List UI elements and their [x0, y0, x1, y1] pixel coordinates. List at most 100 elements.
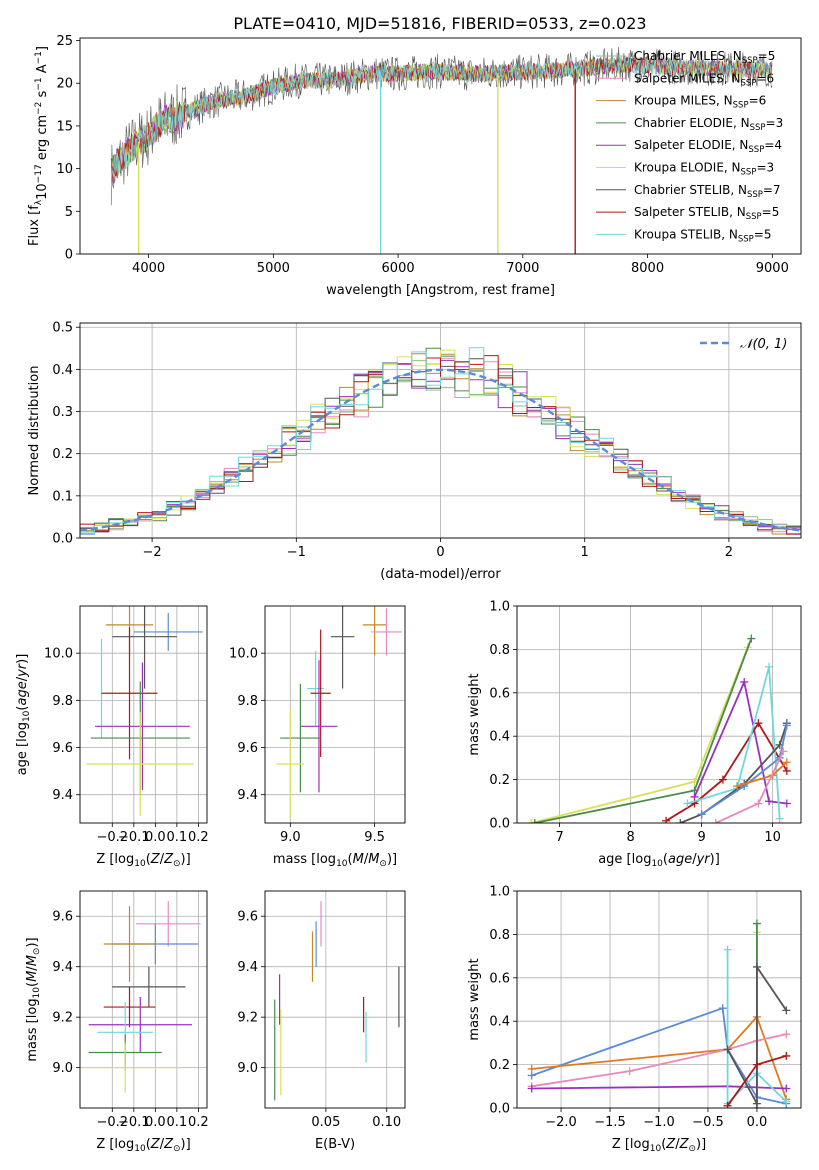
series-marker [697, 810, 706, 819]
x-tick-label: 0.2 [188, 1115, 209, 1130]
legend-label: Salpeter ELODIE, NSSP=4 [634, 138, 782, 155]
label-part: Z [log [96, 1137, 134, 1152]
axes-frame [516, 605, 802, 824]
label-part: ( [348, 852, 353, 867]
label-part: / [692, 852, 697, 867]
x-axis-label: wavelength [Angstrom, rest frame] [326, 283, 555, 298]
legend-tail: =7 [763, 183, 781, 197]
label-part: Z [log [612, 1137, 650, 1152]
y-tick-label: 20 [56, 77, 73, 92]
axes-frame [79, 322, 802, 539]
y-tick-label: 0.0 [52, 532, 73, 547]
x-tick-label: 0.0 [747, 1115, 768, 1130]
label-part: ⊙ [379, 859, 387, 869]
label-part: ( [663, 852, 668, 867]
label-part: mass [log [25, 998, 40, 1061]
x-tick-label: −0.2 [96, 830, 128, 845]
label-part: )] [710, 852, 720, 867]
y-tick-label: 0.2 [52, 447, 73, 462]
label-part: 10 [134, 1144, 146, 1154]
x-tick-label: 0.0 [145, 1115, 166, 1130]
y-tick-label: 0.5 [52, 321, 73, 336]
axes-frame [516, 890, 802, 1109]
series-marker [782, 1097, 791, 1106]
y-tick-label: 9.0 [237, 1061, 258, 1076]
label-part: Flux [f [27, 205, 42, 246]
y-tick-label: 10.0 [229, 647, 258, 662]
label-part: ] [35, 46, 50, 51]
y-tick-label: 0.4 [489, 730, 510, 745]
series-marker [754, 799, 763, 808]
x-axis-label: age [log10(age/yr)] [598, 852, 720, 869]
label-part: mass [log [273, 852, 336, 867]
y-tick-label: 1.0 [489, 600, 510, 615]
legend-tail: =5 [758, 49, 776, 63]
series-marker [779, 747, 788, 756]
label-part: Z [679, 1137, 690, 1152]
x-tick-label: 4000 [132, 261, 165, 276]
x-tick-label: 7 [555, 830, 563, 845]
legend-sub: SSP [741, 168, 757, 178]
x-tick-label: −1.0 [643, 1115, 675, 1130]
label-part: ⊙ [688, 1144, 696, 1154]
mass-weight-vs-Z-panel: −2.0 −1.5 −1.0 −0.5 0.0 0.0 0.2 0.4 0.6 0.8 1.0 Z [… [467, 885, 802, 1154]
x-axis-label: Z [log10(Z/Z⊙)] [612, 1137, 706, 1154]
label-part: age [668, 852, 692, 867]
histogram-step [80, 347, 801, 537]
legend-sub: SSP [738, 234, 754, 244]
y-tick-label: 5 [65, 205, 73, 220]
legend-tail: =6 [749, 94, 767, 108]
figure-title: PLATE=0410, MJD=51816, FIBERID=0533, z=0… [233, 14, 646, 33]
y-tick-label: 0.2 [489, 773, 510, 788]
y-tick-label: 0.8 [489, 643, 510, 658]
label-part: ( [25, 982, 40, 987]
label-part: ( [146, 852, 151, 867]
x-tick-label: −0.1 [118, 830, 150, 845]
legend-text: Kroupa ELODIE, N [634, 161, 741, 175]
series-marker [754, 719, 763, 728]
label-part: mass weight [467, 673, 482, 755]
x-tick-label: −1.5 [594, 1115, 626, 1130]
y-axis-label: mass weight [467, 673, 482, 755]
label-part: Normed distribution [27, 366, 42, 496]
series-marker [683, 799, 692, 808]
axes-frame [79, 605, 208, 824]
label-part: E(B-V) [315, 1137, 355, 1152]
series-marker [752, 1060, 761, 1069]
x-tick-label: 6000 [382, 261, 415, 276]
legend-text: Chabrier STELIB, N [634, 183, 747, 197]
legend-sub: SSP [747, 190, 763, 200]
y-tick-label: 0.2 [489, 1058, 510, 1073]
y-axis-label: Flux [fλ10−17 erg cm−2 s−1 A−1] [27, 46, 50, 246]
y-tick-label: 0.0 [489, 1102, 510, 1117]
series-marker [723, 1045, 732, 1054]
series-line [687, 666, 781, 819]
x-tick-label: −0.2 [96, 1115, 128, 1130]
x-tick-label: 0.10 [372, 1115, 401, 1130]
x-tick-label: 9.0 [280, 830, 301, 845]
series-marker [752, 962, 761, 971]
label-part: ⊙ [32, 948, 42, 956]
label-part: M [25, 955, 40, 966]
series-marker [530, 819, 539, 823]
label-part: / [160, 1137, 165, 1152]
label-part: age [15, 681, 30, 705]
series-line [665, 721, 788, 822]
label-part: ⊙ [173, 1144, 181, 1154]
series-marker [723, 945, 732, 954]
label-part: erg cm [35, 115, 50, 164]
x-tick-label: 1 [581, 545, 589, 560]
series-marker [740, 677, 749, 686]
legend-text: Salpeter ELODIE, N [634, 138, 748, 152]
label-part: M [368, 852, 379, 867]
x-tick-label: 0.1 [167, 1115, 188, 1130]
y-tick-label: 10 [56, 162, 73, 177]
y-tick-label: 9.8 [237, 694, 258, 709]
y-tick-label: 0.4 [489, 1015, 510, 1030]
label-part: Z [163, 1137, 174, 1152]
label-part: )] [181, 1137, 191, 1152]
series-marker [718, 1004, 727, 1013]
